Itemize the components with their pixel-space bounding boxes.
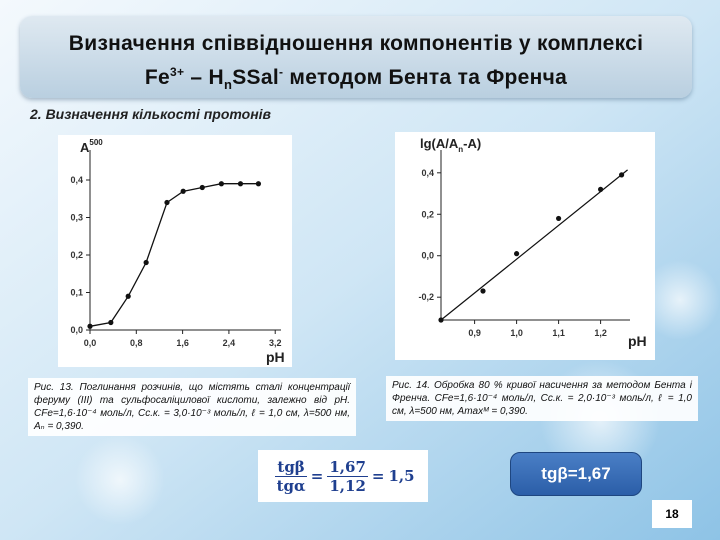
y-axis-label-part: lg(A/A — [420, 136, 459, 151]
chart-panel — [395, 132, 655, 360]
result-box: tgβ=1,67 — [510, 452, 642, 496]
title-box: Визначення співвідношення компонентів у … — [20, 16, 692, 98]
x-tick-label: 1,6 — [176, 338, 189, 348]
title-line: Визначення співвідношення компонентів у … — [68, 32, 644, 55]
y-tick-label: 0,0 — [70, 325, 83, 335]
text: Fe — [144, 66, 170, 89]
y-axis-label-part: n — [458, 145, 463, 154]
data-point — [237, 181, 244, 187]
denominator: 1,12 — [329, 476, 366, 495]
y-axis-label: A500 — [80, 138, 103, 155]
numerator: tgβ — [275, 457, 307, 477]
denominator: tgα — [276, 476, 306, 495]
fraction: 1,67 1,12 — [327, 458, 368, 495]
data-point — [143, 259, 149, 266]
text: SSal — [232, 66, 279, 89]
y-tick-label: 0,4 — [70, 175, 83, 185]
x-tick-label: 1,1 — [552, 328, 565, 338]
chart-panel — [58, 135, 292, 367]
data-point — [480, 288, 486, 294]
data-point — [514, 251, 520, 257]
page-number: 18 — [652, 500, 692, 528]
data-point — [87, 323, 93, 329]
x-tick-label: 0,9 — [468, 328, 481, 338]
data-point — [108, 319, 114, 326]
data-point — [164, 199, 170, 206]
data-point — [619, 172, 625, 178]
equals: = — [310, 467, 324, 485]
x-tick-label: 0,8 — [130, 338, 143, 348]
y-tick-label: 0,0 — [421, 251, 434, 261]
text: – H — [184, 66, 224, 89]
data-point — [438, 317, 444, 323]
y-axis-label-part: -A) — [463, 136, 481, 151]
caption: Рис. 13. Поглинання розчинів, що містять… — [28, 378, 356, 436]
formula-result: 1,5 — [388, 467, 415, 485]
equals: = — [371, 467, 385, 485]
y-tick-label: 0,2 — [70, 250, 83, 260]
x-tick-label: 2,4 — [223, 338, 236, 348]
x-tick-label: 3,2 — [269, 338, 282, 348]
data-line — [89, 183, 259, 327]
y-tick-label: 0,3 — [70, 213, 83, 223]
data-point — [180, 188, 186, 194]
trend-line — [440, 169, 628, 321]
bokeh — [640, 260, 720, 340]
data-point — [125, 293, 131, 299]
data-point — [556, 215, 562, 222]
y-axis-label: lg(A/An-A) — [420, 136, 481, 154]
section-heading: 2. Визначення кількості протонів — [30, 106, 272, 122]
superscript: - — [278, 65, 284, 79]
charts: 0,0 0,1 0,2 0,3 0,4 0,0 0,8 1,6 2,4 3,2 A500 pH -0,2… — [70, 136, 646, 365]
y-tick-label: 0,2 — [421, 209, 434, 219]
data-point — [598, 186, 604, 192]
fraction: tgβ tgα — [275, 457, 307, 495]
bokeh — [75, 435, 165, 525]
data-point — [255, 181, 262, 187]
y-tick-label: 0,1 — [70, 288, 83, 298]
subscript: n — [224, 77, 233, 93]
numerator: 1,67 — [327, 457, 368, 477]
y-tick-label: -0,2 — [418, 292, 434, 302]
x-axis-label: pH — [266, 349, 285, 365]
data-point — [199, 184, 205, 191]
caption: Рис. 14. Обробка 80 % кривої насичення з… — [386, 376, 698, 421]
formula: tgβ tgα = 1,67 1,12 = 1,5 — [258, 450, 428, 502]
text: методом Бента та Френча — [283, 66, 568, 89]
x-tick-label: 1,0 — [510, 328, 523, 338]
data-point — [218, 181, 224, 187]
x-tick-label: 0,0 — [84, 338, 97, 348]
y-tick-label: 0,4 — [421, 168, 434, 178]
x-tick-label: 1,2 — [594, 328, 607, 338]
title-line: Fe3+ – HnSSal- методом Бента та Френча — [20, 58, 692, 99]
x-axis-label: pH — [628, 333, 647, 349]
y-axis-label-part: 500 — [89, 138, 103, 147]
y-axis-label-part: A — [80, 140, 90, 155]
superscript: 3+ — [169, 65, 185, 79]
